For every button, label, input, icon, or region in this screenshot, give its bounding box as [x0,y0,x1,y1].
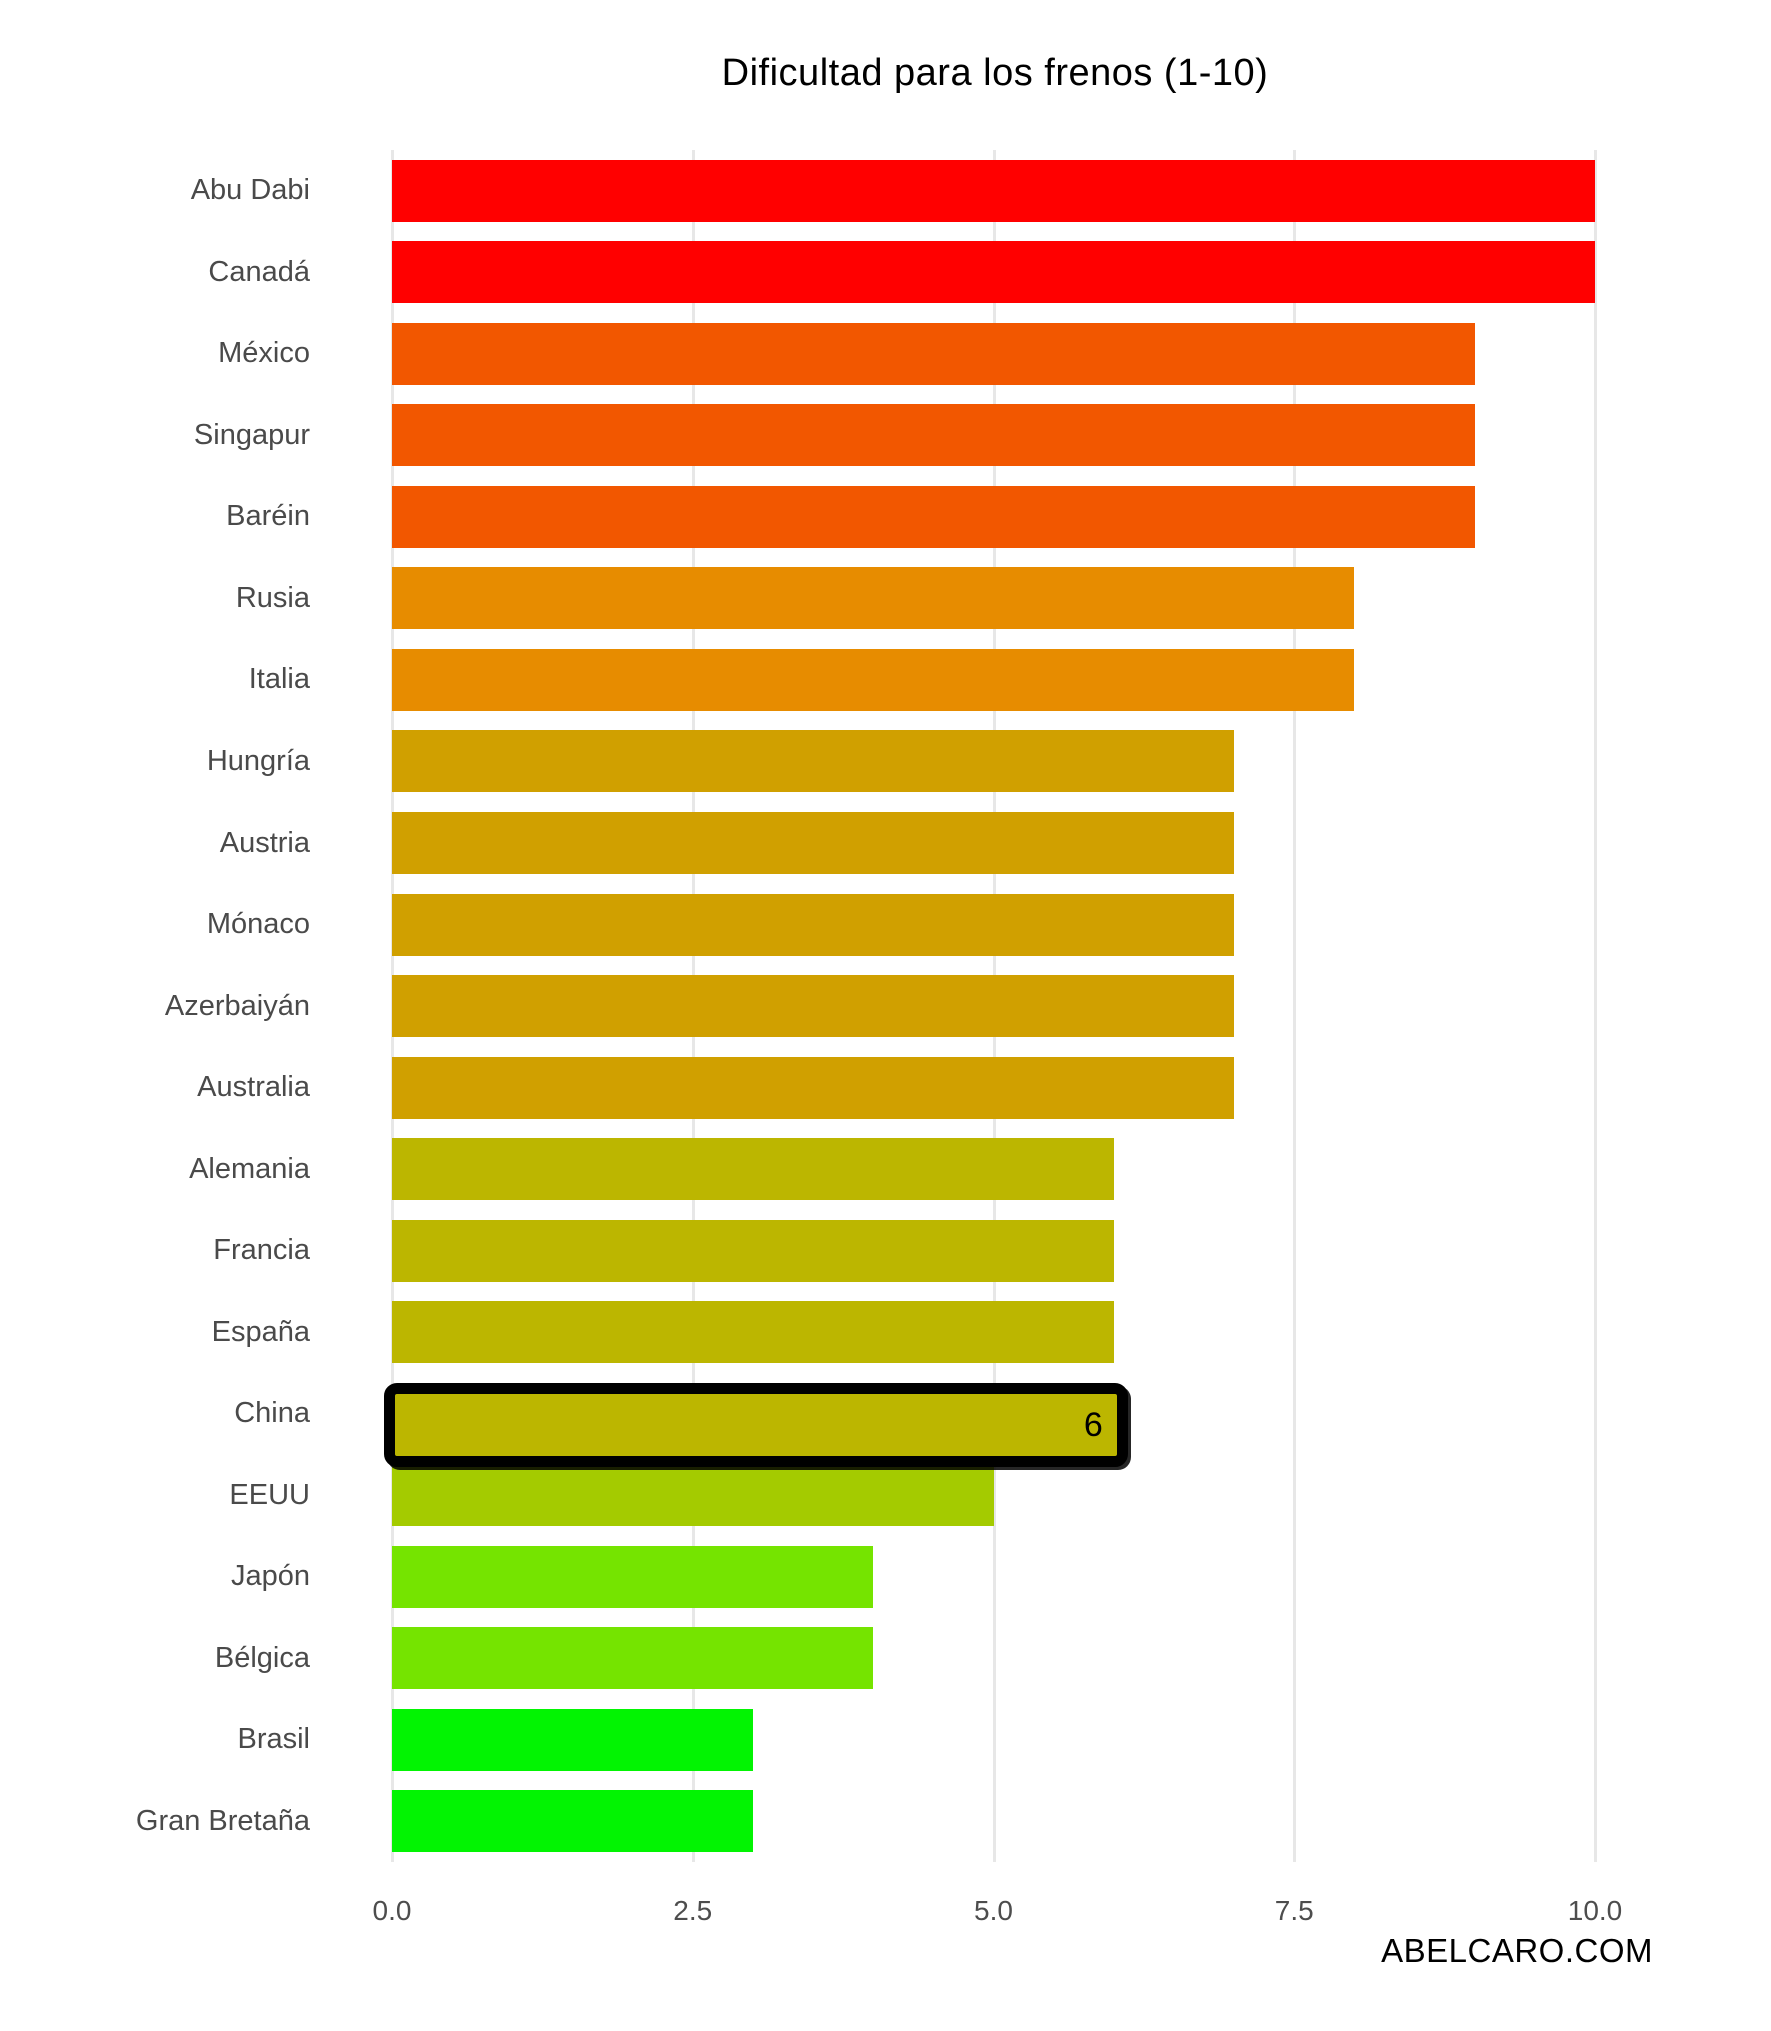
bar-row-azerbaiyán: Azerbaiyán [0,965,1771,1047]
bar-track [392,893,1648,956]
category-label: Mónaco [206,908,310,941]
bar-row-gran-bretaña: Gran Bretaña [0,1781,1771,1863]
bar-row-austria: Austria [0,802,1771,884]
category-label: Austria [219,826,310,859]
x-tick-label-10.0: 10.0 [1567,1895,1623,1926]
bar-track [392,975,1648,1038]
category-label: Italia [248,663,310,696]
bar [392,1708,753,1771]
watermark-text: ABELCARO.COM [1381,1932,1653,1969]
bar-track [392,159,1648,222]
category-label: Australia [197,1071,310,1104]
category-label: Japón [230,1560,310,1593]
bar [392,812,1235,875]
bar [392,567,1355,630]
category-label: Alemania [189,1152,310,1185]
bar [392,1219,1114,1282]
category-label: Canadá [208,255,310,288]
bar-track [392,1056,1648,1119]
bar [392,1138,1114,1201]
bar-row-rusia: Rusia [0,558,1771,640]
category-label: Rusia [235,581,310,614]
bar [392,485,1475,548]
bar-row-eeuu: EEUU [0,1455,1771,1537]
bar-row-italia: Italia [0,639,1771,721]
bar-track [392,1790,1648,1853]
x-tick-label-0.0: 0.0 [372,1895,412,1926]
bar-row-australia: Australia [0,1047,1771,1129]
bar [392,893,1235,956]
bar-track [392,812,1648,875]
bar-track [392,1301,1648,1364]
x-axis: 0.0 2.5 5.0 7.5 10.0 [0,1895,1771,1940]
bar [392,1545,874,1608]
bar-row-españa: España [0,1291,1771,1373]
bar [392,241,1595,304]
x-tick-label-2.5: 2.5 [673,1895,713,1926]
bar-row-japón: Japón [0,1536,1771,1618]
bar-track [392,404,1648,467]
bar [392,648,1355,711]
bar-row-alemania: Alemania [0,1128,1771,1210]
bar-track [392,1464,1648,1527]
bar [392,730,1235,793]
category-label: México [218,337,310,370]
bar-track [392,1138,1648,1201]
category-label: Abu Dabi [190,174,310,207]
bar-row-bélgica: Bélgica [0,1618,1771,1700]
bar-track [392,1545,1648,1608]
x-tick-label-5.0: 5.0 [974,1895,1013,1926]
bar-row-singapur: Singapur [0,395,1771,477]
bar [392,1301,1114,1364]
bar-row-abu-dabi: Abu Dabi [0,150,1771,232]
bar [392,975,1235,1038]
bar-row-baréin: Baréin [0,476,1771,558]
bar-row-canadá: Canadá [0,232,1771,314]
bar-highlighted: 6 [384,1382,1128,1467]
bar-rows-container: Abu Dabi Canadá México Singapur Baréin Rusia I… [0,150,1771,1862]
bar-row-mónaco: Mónaco [0,884,1771,966]
bar [392,1464,994,1527]
chart-title: Dificultad para los frenos (1-10) [721,52,1269,94]
category-label: EEUU [229,1478,310,1511]
bar-track [392,1219,1648,1282]
category-label: España [211,1315,310,1348]
bar-row-china: China 6 [0,1373,1771,1467]
bar-row-francia: Francia [0,1210,1771,1292]
category-label: Singapur [193,418,310,451]
bar-row-hungría: Hungría [0,721,1771,803]
bar-track: 6 [384,1382,1648,1467]
bar [392,159,1595,222]
bar [392,1627,874,1690]
category-label: Bélgica [214,1641,310,1674]
bar-track [392,322,1648,385]
bar-row-méxico: México [0,313,1771,395]
x-tick-label-7.5: 7.5 [1274,1895,1314,1926]
category-label: Azerbaiyán [164,989,310,1022]
bar-track [392,241,1648,304]
bar [392,404,1475,467]
bar-track [392,730,1648,793]
bar [392,1790,753,1853]
bar [392,322,1475,385]
gridline-x-10.0 [1594,150,1597,1862]
bar [392,1056,1235,1119]
category-label: Francia [213,1234,310,1267]
category-label: Baréin [226,500,310,533]
bar-track [392,485,1648,548]
bar-track [392,648,1648,711]
bar-track [392,1708,1648,1771]
category-label: Brasil [237,1723,310,1756]
bar-track [392,1627,1648,1690]
gridline-x-7.5 [1293,150,1297,1862]
highlight-value-label: 6 [1083,1405,1103,1444]
category-label: Hungría [206,744,310,777]
bar-row-brasil: Brasil [0,1699,1771,1781]
category-label: Gran Bretaña [135,1804,310,1837]
category-label: China [234,1397,310,1430]
bar-track [392,567,1648,630]
